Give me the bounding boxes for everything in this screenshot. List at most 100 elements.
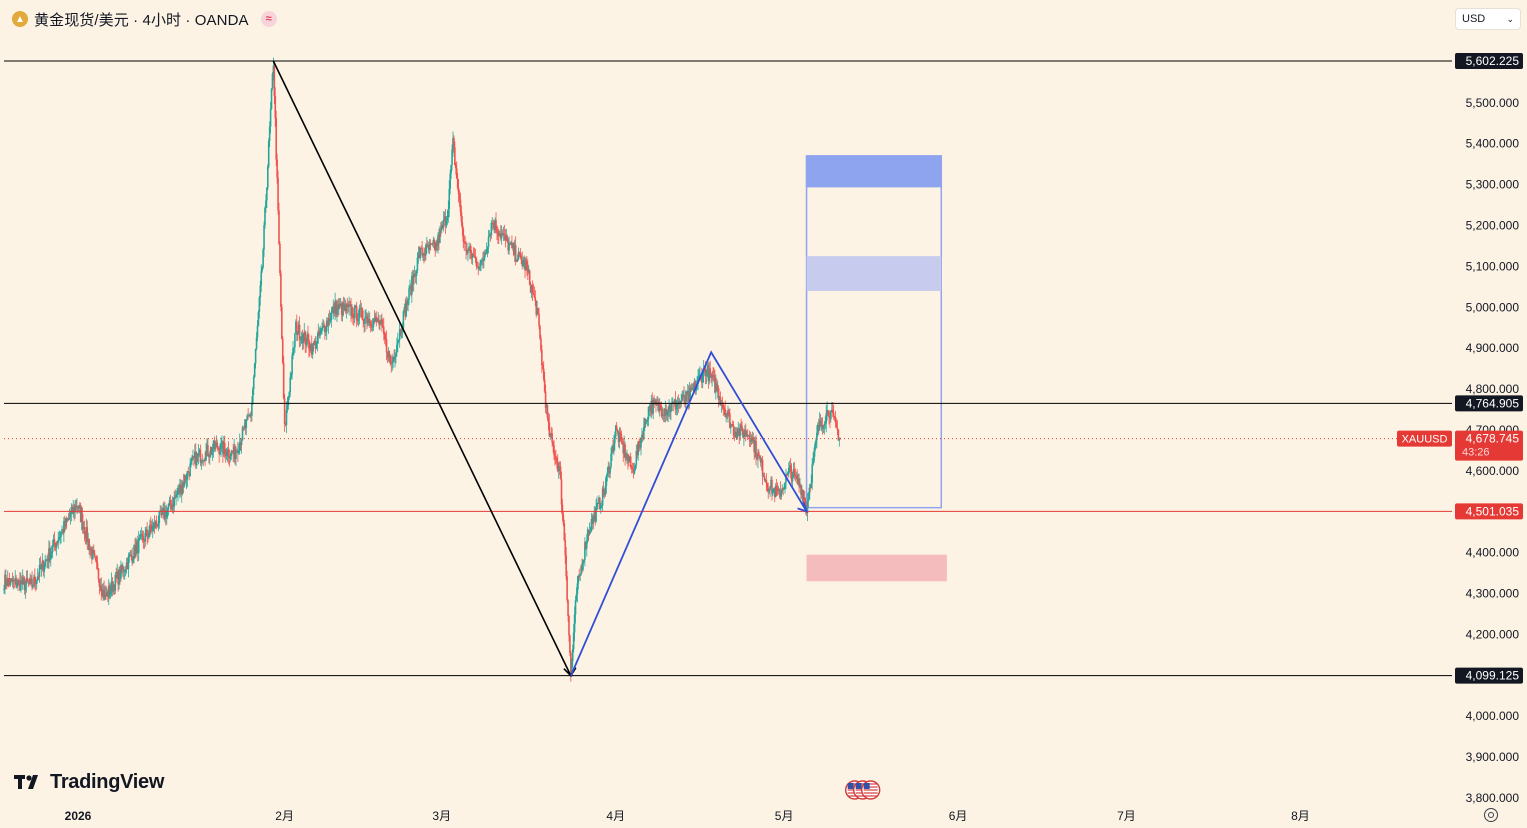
candle <box>441 220 444 229</box>
candle <box>130 550 133 561</box>
candle-body <box>593 512 596 517</box>
candle-body <box>790 471 793 482</box>
candle-body <box>90 548 92 550</box>
candle <box>373 310 376 324</box>
candle-body <box>659 405 662 409</box>
currency-select[interactable]: USD ⌄ <box>1455 8 1521 30</box>
candle <box>518 251 521 258</box>
candle-body <box>78 505 80 509</box>
candle <box>612 439 614 454</box>
candle-body <box>199 449 202 463</box>
candle-body <box>189 463 191 477</box>
candle-body <box>234 446 236 459</box>
candle-body <box>402 311 405 329</box>
candle-body <box>106 591 108 597</box>
candle-body <box>711 374 713 379</box>
candle-body <box>541 365 544 369</box>
candle <box>487 229 490 254</box>
candle <box>675 400 678 416</box>
market-status-icon[interactable]: ≈ <box>260 11 277 27</box>
candle-body <box>155 520 158 525</box>
symbol-title[interactable]: 黄金现货/美元 · 4小时 · OANDA <box>34 11 249 29</box>
candle <box>170 499 173 511</box>
candle <box>175 490 177 506</box>
candle-body <box>744 429 747 437</box>
candle <box>667 406 669 423</box>
candle-body <box>428 243 431 250</box>
candle-body <box>820 425 823 427</box>
candle <box>418 246 421 259</box>
tradingview-logo[interactable]: TradingView <box>14 770 164 794</box>
candle-body <box>388 350 391 356</box>
candle <box>819 414 822 427</box>
candle <box>90 546 92 556</box>
candle <box>604 477 607 497</box>
candle <box>357 309 360 327</box>
candle <box>633 462 636 475</box>
candle-body <box>577 575 580 584</box>
candle-body <box>768 490 770 492</box>
candle <box>250 411 252 423</box>
candle <box>270 88 273 110</box>
candle <box>97 567 100 583</box>
candle <box>453 135 455 153</box>
candle <box>25 570 28 593</box>
candle <box>20 575 23 585</box>
candle <box>123 569 126 580</box>
candle <box>66 517 69 523</box>
candle-body <box>433 239 436 244</box>
candle <box>353 313 355 326</box>
event-layer[interactable] <box>844 780 881 800</box>
candle-body <box>479 263 481 267</box>
gear-icon[interactable] <box>1484 808 1498 822</box>
candle-body <box>340 303 343 316</box>
x-axis-tick-label: 3月 <box>432 809 451 823</box>
candle-body <box>798 478 800 487</box>
candle <box>691 383 694 391</box>
candle-body <box>78 505 81 508</box>
candle-body <box>425 245 427 256</box>
candle-body <box>150 524 152 529</box>
candle <box>749 431 752 447</box>
candle-body <box>30 578 32 580</box>
candle <box>125 557 128 574</box>
candle-body <box>554 455 556 458</box>
candle <box>139 530 142 540</box>
candle <box>582 559 584 572</box>
candle-body <box>793 469 796 476</box>
candle-body <box>281 306 283 339</box>
candle-body <box>125 562 128 570</box>
candle <box>257 310 260 327</box>
candle-body <box>590 519 593 531</box>
candle <box>636 443 639 459</box>
candle-body <box>348 304 350 307</box>
candle-body <box>802 489 804 502</box>
candle-body <box>642 434 644 439</box>
candle <box>305 337 307 353</box>
candle-body <box>750 441 753 443</box>
candle <box>314 336 317 354</box>
candle-body <box>548 422 551 437</box>
candle <box>823 421 826 435</box>
candle-body <box>821 425 824 429</box>
candle <box>206 438 208 457</box>
candle <box>300 331 303 345</box>
us-flag-icon[interactable] <box>860 780 881 800</box>
candle <box>253 362 256 378</box>
candle <box>587 529 590 541</box>
candle-body <box>84 534 87 539</box>
candle <box>323 320 325 328</box>
candle <box>641 428 643 443</box>
candle-body <box>297 324 300 333</box>
candle-body <box>19 580 21 591</box>
candle-body <box>329 320 332 322</box>
candle-body <box>54 544 57 548</box>
candle-body <box>426 244 428 246</box>
candle-body <box>13 579 16 581</box>
candle-body <box>179 484 181 493</box>
candle-body <box>317 330 320 337</box>
candle <box>48 540 50 569</box>
candle <box>598 495 600 505</box>
candle <box>622 438 625 463</box>
